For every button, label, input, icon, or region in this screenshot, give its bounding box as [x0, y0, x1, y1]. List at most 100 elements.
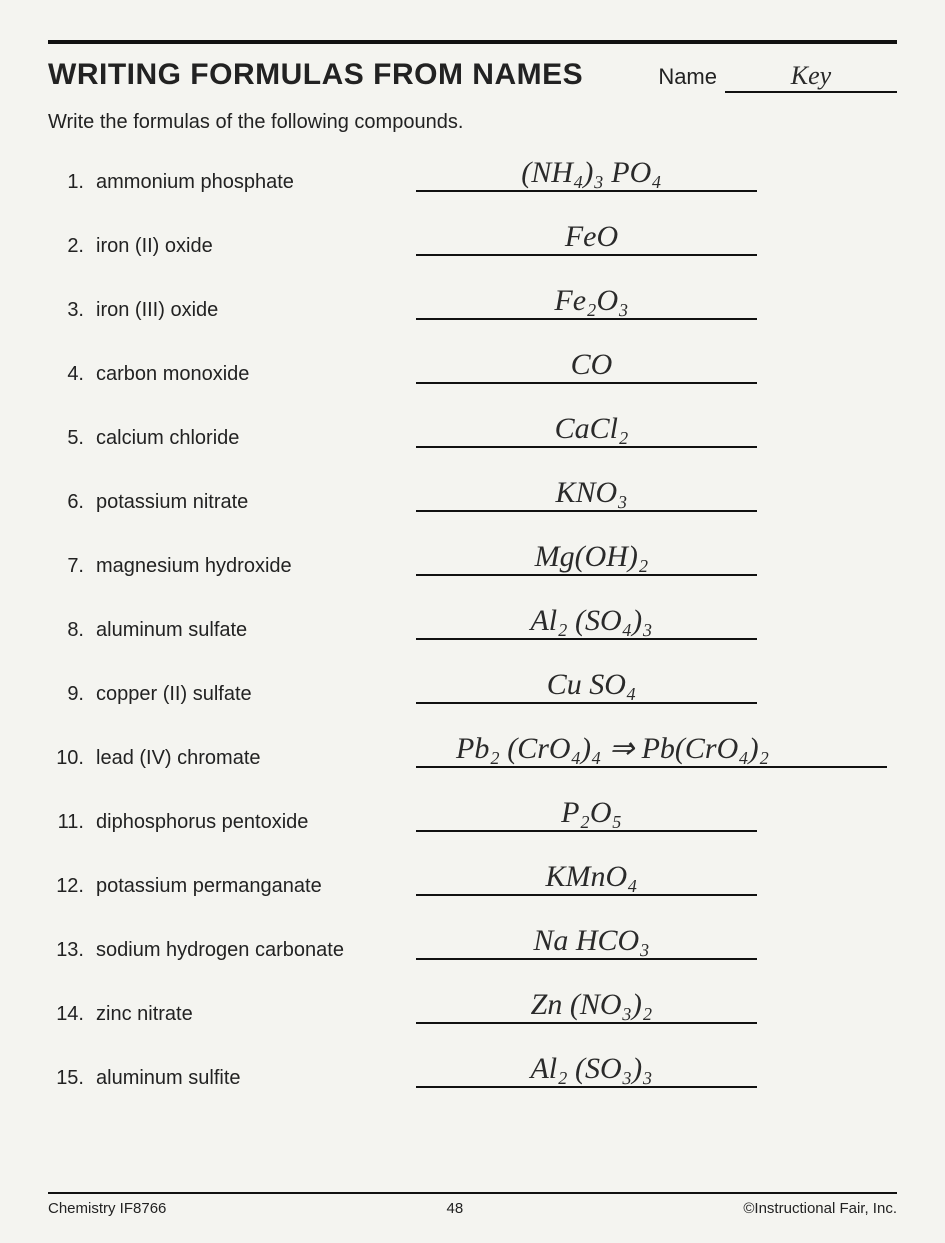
item-number: 13. [48, 939, 90, 972]
answer-text: Al₂ (SO₄)₃ [416, 604, 887, 638]
compound-name: aluminum sulfate [90, 619, 396, 652]
compound-name: ammonium phosphate [90, 171, 396, 204]
answer-wrap: CO [396, 332, 897, 396]
answer-underline [416, 830, 757, 832]
answer-text: Mg(OH)₂ [416, 540, 887, 574]
top-rule [48, 40, 897, 44]
list-item: 4.carbon monoxide CO [48, 332, 897, 396]
answer-underline [416, 958, 757, 960]
compound-name: magnesium hydroxide [90, 555, 396, 588]
answer-text: Pb₂ (CrO₄)₄ ⇒ Pb(CrO₄)₂ [416, 731, 887, 766]
compound-name: carbon monoxide [90, 363, 396, 396]
name-slot: Name Key [658, 61, 897, 93]
answer-underline [416, 702, 757, 704]
answer-underline [416, 190, 757, 192]
header-row: WRITING FORMULAS FROM NAMES Name Key [48, 58, 897, 93]
compound-name: iron (II) oxide [90, 235, 396, 268]
name-value: Key [725, 61, 897, 93]
footer-right: ©Instructional Fair, Inc. [743, 1200, 897, 1217]
compound-name: calcium chloride [90, 427, 396, 460]
item-number: 9. [48, 683, 90, 716]
list-item: 15.aluminum sulfiteAl₂ (SO₃)₃ [48, 1036, 897, 1100]
answer-wrap: Al₂ (SO₄)₃ [396, 588, 897, 652]
item-number: 8. [48, 619, 90, 652]
compound-name: zinc nitrate [90, 1003, 396, 1036]
page-title: WRITING FORMULAS FROM NAMES [48, 58, 583, 92]
list-item: 9.copper (II) sulfate Cu SO₄ [48, 652, 897, 716]
items-list: 1.ammonium phosphate (NH₄)₃ PO₄ 2.iron (II… [48, 140, 897, 1100]
answer-wrap: P₂O₅ [396, 780, 897, 844]
list-item: 2.iron (II) oxide FeO [48, 204, 897, 268]
answer-wrap: Al₂ (SO₃)₃ [396, 1036, 897, 1100]
answer-text: (NH₄)₃ PO₄ [416, 156, 887, 190]
answer-wrap: KNO₃ [396, 460, 897, 524]
item-number: 5. [48, 427, 90, 460]
answer-text: CO [416, 348, 887, 382]
item-number: 7. [48, 555, 90, 588]
footer-rule [48, 1192, 897, 1194]
answer-text: Zn (NO₃)₂ [416, 988, 887, 1022]
answer-wrap: Cu SO₄ [396, 652, 897, 716]
list-item: 7.magnesium hydroxide Mg(OH)₂ [48, 524, 897, 588]
item-number: 15. [48, 1067, 90, 1100]
answer-text: Cu SO₄ [416, 668, 887, 702]
answer-underline [416, 894, 757, 896]
answer-underline [416, 766, 887, 768]
answer-text: KMnO₄ [416, 860, 887, 894]
item-number: 4. [48, 363, 90, 396]
list-item: 1.ammonium phosphate (NH₄)₃ PO₄ [48, 140, 897, 204]
answer-text: Fe₂O₃ [416, 284, 887, 318]
answer-wrap: KMnO₄ [396, 844, 897, 908]
answer-text: KNO₃ [416, 476, 887, 510]
answer-underline [416, 1086, 757, 1088]
answer-underline [416, 382, 757, 384]
compound-name: diphosphorus pentoxide [90, 811, 396, 844]
item-number: 1. [48, 171, 90, 204]
answer-underline [416, 446, 757, 448]
footer-left: Chemistry IF8766 [48, 1200, 166, 1217]
answer-wrap: Na HCO₃ [396, 908, 897, 972]
item-number: 3. [48, 299, 90, 332]
item-number: 14. [48, 1003, 90, 1036]
footer-center: 48 [447, 1200, 464, 1217]
answer-underline [416, 318, 757, 320]
compound-name: potassium permanganate [90, 875, 396, 908]
answer-text: CaCl₂ [416, 412, 887, 446]
answer-underline [416, 1022, 757, 1024]
list-item: 12.potassium permanganate KMnO₄ [48, 844, 897, 908]
compound-name: potassium nitrate [90, 491, 396, 524]
compound-name: copper (II) sulfate [90, 683, 396, 716]
answer-underline [416, 638, 757, 640]
list-item: 11.diphosphorus pentoxideP₂O₅ [48, 780, 897, 844]
compound-name: aluminum sulfite [90, 1067, 396, 1100]
item-number: 10. [48, 747, 90, 780]
answer-wrap: Zn (NO₃)₂ [396, 972, 897, 1036]
item-number: 12. [48, 875, 90, 908]
answer-wrap: Pb₂ (CrO₄)₄ ⇒ Pb(CrO₄)₂ [396, 716, 897, 780]
worksheet-page: WRITING FORMULAS FROM NAMES Name Key Wri… [0, 0, 945, 1243]
name-label: Name [658, 64, 717, 90]
list-item: 10.lead (IV) chromate Pb₂ (CrO₄)₄ ⇒ Pb(Cr… [48, 716, 897, 780]
footer: Chemistry IF8766 48 ©Instructional Fair,… [48, 1192, 897, 1217]
answer-underline [416, 574, 757, 576]
list-item: 6.potassium nitrate KNO₃ [48, 460, 897, 524]
list-item: 3.iron (III) oxideFe₂O₃ [48, 268, 897, 332]
answer-wrap: Fe₂O₃ [396, 268, 897, 332]
instructions: Write the formulas of the following comp… [48, 111, 897, 134]
list-item: 8.aluminum sulfate Al₂ (SO₄)₃ [48, 588, 897, 652]
compound-name: lead (IV) chromate [90, 747, 396, 780]
answer-underline [416, 254, 757, 256]
answer-wrap: (NH₄)₃ PO₄ [396, 140, 897, 204]
list-item: 14.zinc nitrate Zn (NO₃)₂ [48, 972, 897, 1036]
answer-text: FeO [416, 220, 887, 254]
answer-wrap: Mg(OH)₂ [396, 524, 897, 588]
answer-text: Na HCO₃ [416, 924, 887, 958]
list-item: 13.sodium hydrogen carbonate Na HCO₃ [48, 908, 897, 972]
answer-wrap: FeO [396, 204, 897, 268]
answer-wrap: CaCl₂ [396, 396, 897, 460]
compound-name: sodium hydrogen carbonate [90, 939, 396, 972]
item-number: 2. [48, 235, 90, 268]
answer-text: P₂O₅ [416, 796, 887, 830]
list-item: 5.calcium chloride CaCl₂ [48, 396, 897, 460]
item-number: 6. [48, 491, 90, 524]
